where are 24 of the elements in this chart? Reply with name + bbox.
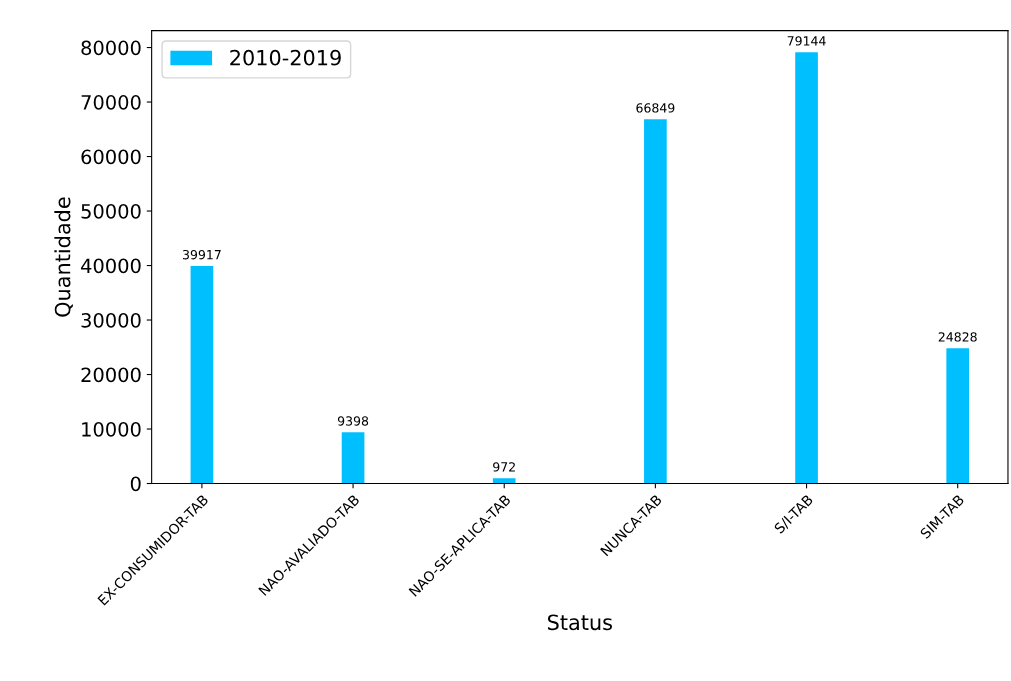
data-label: 972 bbox=[493, 462, 515, 472]
y-axis-title: Quantidade bbox=[54, 197, 73, 317]
y-tick-label: 60000 bbox=[81, 149, 141, 165]
data-label: 79144 bbox=[787, 36, 826, 46]
legend-label: 2010-2019 bbox=[230, 49, 341, 66]
y-tick-label: 80000 bbox=[81, 40, 141, 56]
y-tick-label: 30000 bbox=[81, 312, 141, 328]
y-tick-label: 70000 bbox=[81, 94, 141, 110]
y-tick-label: 50000 bbox=[81, 203, 141, 219]
bar bbox=[644, 119, 667, 484]
data-label: 66849 bbox=[636, 103, 675, 113]
data-label: 24828 bbox=[938, 332, 977, 342]
y-tick-label: 10000 bbox=[82, 421, 141, 437]
bar bbox=[492, 478, 516, 484]
bar bbox=[190, 265, 214, 484]
y-tick-label: 20000 bbox=[81, 367, 141, 383]
bar bbox=[341, 432, 365, 484]
x-axis-title: Status bbox=[547, 614, 612, 631]
data-label: 9398 bbox=[337, 416, 369, 426]
bar bbox=[795, 52, 818, 484]
y-tick-label: 40000 bbox=[81, 258, 141, 274]
bar bbox=[946, 348, 970, 484]
data-label: 39917 bbox=[182, 249, 221, 260]
y-tick-label: 0 bbox=[130, 476, 141, 492]
